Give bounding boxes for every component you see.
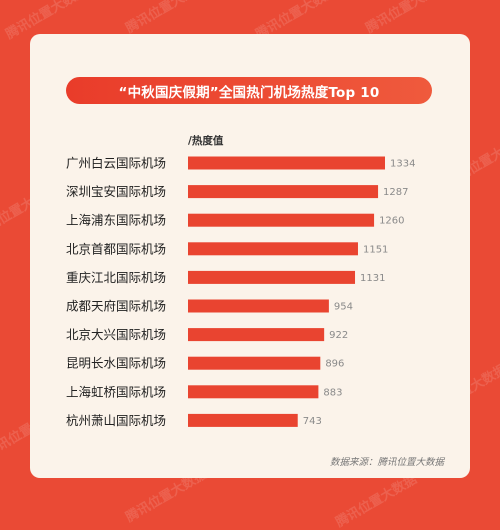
category-label: 深圳宝安国际机场 xyxy=(66,184,166,199)
value-label: 1260 xyxy=(379,216,404,227)
value-label: 1131 xyxy=(360,273,385,284)
category-label: 重庆江北国际机场 xyxy=(66,270,166,285)
value-label: 1287 xyxy=(383,187,408,198)
category-label: 上海虹桥国际机场 xyxy=(66,384,166,399)
category-label: 北京大兴国际机场 xyxy=(66,327,166,342)
bar xyxy=(188,213,375,227)
category-label: 上海浦东国际机场 xyxy=(66,213,166,228)
value-label: 883 xyxy=(323,387,342,398)
bar xyxy=(188,385,319,399)
chart-card xyxy=(30,34,470,478)
category-label: 广州白云国际机场 xyxy=(66,156,166,171)
bar xyxy=(188,156,385,170)
bar xyxy=(188,413,298,427)
value-label: 1151 xyxy=(363,244,388,255)
category-label: 昆明长水国际机场 xyxy=(66,356,166,371)
bar xyxy=(188,328,325,342)
bar-chart: 广州白云国际机场 1334 深圳宝安国际机场 1287 上海浦东国际机场 1260 北京首都… xyxy=(66,156,415,428)
value-label: 896 xyxy=(325,359,344,370)
value-label: 1334 xyxy=(390,159,415,170)
category-label: 北京首都国际机场 xyxy=(66,241,166,256)
category-label: 成都天府国际机场 xyxy=(66,299,166,314)
value-label: 922 xyxy=(329,330,348,341)
category-label: 杭州萧山国际机场 xyxy=(66,413,166,428)
bar xyxy=(188,270,356,284)
data-source: 数据来源：腾讯位置大数据 xyxy=(329,457,444,468)
bar xyxy=(188,356,321,370)
value-label: 954 xyxy=(334,302,353,313)
value-label: 743 xyxy=(303,416,322,427)
bar xyxy=(188,242,358,256)
bar xyxy=(188,299,329,313)
chart-title: “中秋国庆假期”全国热门机场热度Top 10 xyxy=(66,77,432,104)
bar xyxy=(188,185,379,199)
unit-label: /热度值 xyxy=(188,135,224,147)
